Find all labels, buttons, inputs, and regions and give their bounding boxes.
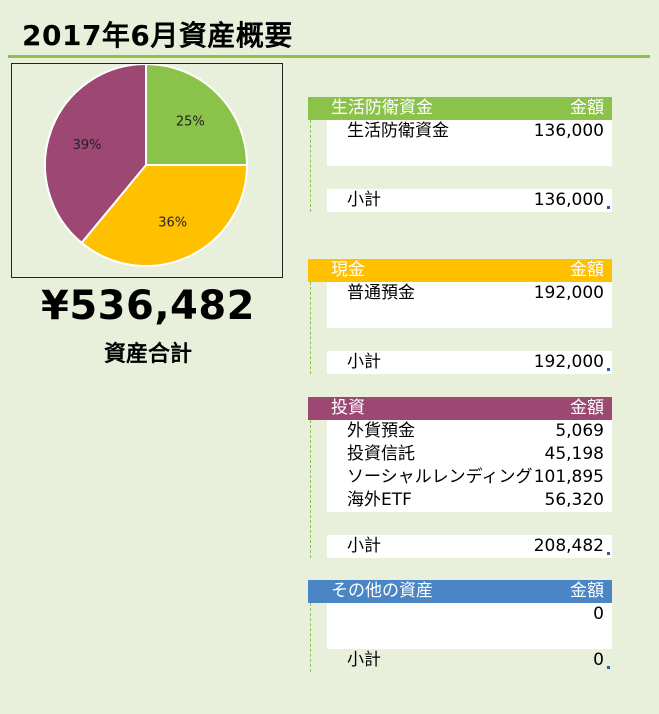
page-title: 2017年6月資産概要: [22, 19, 293, 52]
subtotal-label: 小計: [347, 536, 381, 556]
section-title: 現金: [331, 260, 365, 280]
section-investment: 投資 金額 外貨預金 5,069 投資信託 45,198 ソーシャルレンディング…: [308, 397, 612, 558]
subtotal-row[interactable]: 小計 192,000: [327, 351, 612, 374]
section-cash: 現金 金額 普通預金 192,000 小計 192,000: [308, 259, 612, 374]
subtotal-row[interactable]: 小計 0: [327, 649, 612, 672]
section-other-assets: その他の資産 金額 0 小計 0: [308, 580, 612, 672]
spacer-row: [327, 328, 612, 351]
item-amount: 56,320: [544, 490, 604, 510]
total-assets-value: ¥536,482: [40, 283, 256, 329]
amount-header: 金額: [570, 260, 604, 280]
subtotal-row[interactable]: 小計 136,000: [327, 189, 612, 212]
section-title: 生活防衛資金: [331, 98, 433, 118]
subtotal-amount: 136,000: [533, 190, 604, 210]
pie-slice-0[interactable]: [145, 64, 249, 166]
title-underline: [8, 55, 650, 58]
section-body: 外貨預金 5,069 投資信託 45,198 ソーシャルレンディング 101,8…: [310, 420, 612, 558]
subtotal-amount: 0: [593, 650, 604, 670]
section-body: 0 小計 0: [310, 603, 612, 672]
total-assets-label: 資産合計: [103, 342, 192, 367]
pie-slice-label-1: 36%: [158, 216, 187, 231]
pie-slice-label-0: 25%: [176, 115, 205, 130]
item-amount: 45,198: [544, 444, 604, 464]
item-amount: 0: [593, 604, 604, 624]
amount-header: 金額: [570, 98, 604, 118]
section-title: 投資: [331, 398, 365, 418]
empty-row[interactable]: [327, 626, 612, 649]
empty-row[interactable]: [327, 305, 612, 328]
spacer-row: [327, 512, 612, 535]
item-name: 生活防衛資金: [347, 121, 449, 141]
table-row[interactable]: 生活防衛資金 136,000: [327, 120, 612, 143]
table-row[interactable]: 外貨預金 5,069: [327, 420, 612, 443]
item-amount: 136,000: [533, 121, 604, 141]
item-name: 外貨預金: [347, 421, 415, 441]
table-row[interactable]: 0: [327, 603, 612, 626]
empty-row[interactable]: [327, 143, 612, 166]
pie-slice-1[interactable]: [80, 164, 249, 267]
item-amount: 101,895: [533, 467, 604, 487]
table-row[interactable]: 投資信託 45,198: [327, 443, 612, 466]
subtotal-label: 小計: [347, 650, 381, 670]
item-name: ソーシャルレンディング: [347, 467, 533, 487]
section-header: 投資 金額: [308, 397, 612, 420]
amount-header: 金額: [570, 581, 604, 601]
pie-slice-label-2: 39%: [73, 138, 102, 153]
section-title: その他の資産: [331, 581, 433, 601]
section-defense-fund: 生活防衛資金 金額 生活防衛資金 136,000 小計 136,000: [308, 97, 612, 212]
subtotal-amount: 192,000: [533, 352, 604, 372]
item-name: 海外ETF: [347, 490, 412, 510]
spacer-row: [327, 166, 612, 189]
item-amount: 192,000: [533, 283, 604, 303]
section-body: 生活防衛資金 136,000 小計 136,000: [310, 120, 612, 212]
subtotal-label: 小計: [347, 190, 381, 210]
subtotal-row[interactable]: 小計 208,482: [327, 535, 612, 558]
subtotal-amount: 208,482: [533, 536, 604, 556]
subtotal-label: 小計: [347, 352, 381, 372]
item-name: 投資信託: [347, 444, 415, 464]
table-row[interactable]: ソーシャルレンディング 101,895: [327, 466, 612, 489]
amount-header: 金額: [570, 398, 604, 418]
asset-pie-chart[interactable]: 25% 36% 39%: [11, 63, 283, 278]
item-amount: 5,069: [555, 421, 604, 441]
table-row[interactable]: 海外ETF 56,320: [327, 489, 612, 512]
section-body: 普通預金 192,000 小計 192,000: [310, 282, 612, 374]
item-name: 普通預金: [347, 283, 415, 303]
section-header: その他の資産 金額: [308, 580, 612, 603]
pie-chart-svg: 25% 36% 39%: [44, 64, 249, 267]
pie-slice-2[interactable]: [44, 64, 147, 245]
section-header: 現金 金額: [308, 259, 612, 282]
section-header: 生活防衛資金 金額: [308, 97, 612, 120]
table-row[interactable]: 普通預金 192,000: [327, 282, 612, 305]
